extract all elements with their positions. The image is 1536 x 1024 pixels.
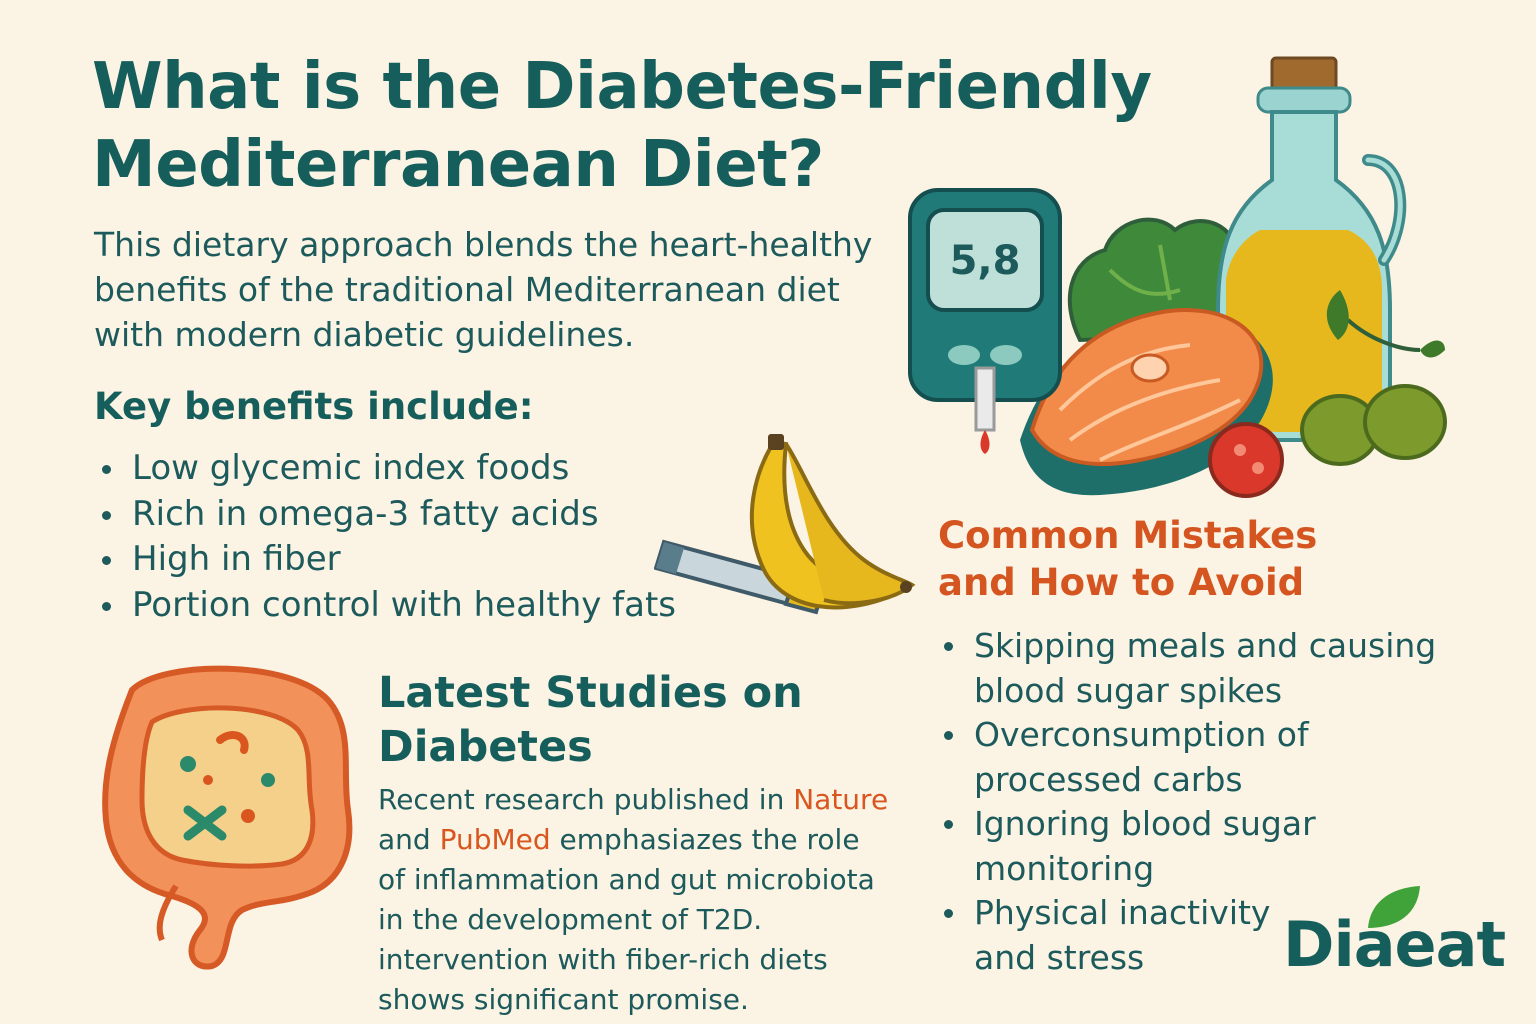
mistakes-heading: Common Mistakes and How to Avoid [938, 512, 1458, 606]
intro-line-3: with modern diabetic guidelines. [94, 315, 635, 354]
studies-paragraph: Recent research published in Nature and … [378, 780, 938, 1020]
studies-text: emphasiazes the role [550, 823, 860, 856]
studies-line-4: in the development of T2D. [378, 903, 763, 936]
olives-icon [1300, 290, 1447, 466]
intro-line-1: This dietary approach blends the heart-h… [94, 225, 873, 264]
source-nature: Nature [793, 783, 889, 816]
list-item: Portion control with healthy fats [96, 583, 676, 629]
list-item: Physical inactivity and stress [938, 891, 1478, 980]
mistakes-list: Skipping meals and causing blood sugar sp… [938, 624, 1478, 980]
studies-text: and [378, 823, 440, 856]
mistake-line: Ignoring blood sugar [974, 804, 1316, 843]
mistake-line: blood sugar spikes [974, 670, 1283, 710]
studies-line-2: and PubMed emphasiazes the role [378, 820, 938, 860]
food-illustration: 5,8 [908, 56, 1447, 498]
intro-line-2: benefits of the traditional Mediterranea… [94, 270, 840, 309]
mistake-line: Overconsumption of [974, 715, 1309, 754]
studies-line-3: of inflammation and gut microbiota [378, 863, 875, 896]
title-line-1: What is the Diabetes-Friendly [92, 50, 1152, 124]
studies-text: Recent research published in [378, 783, 794, 816]
mistake-line: processed carbs [974, 759, 1243, 799]
banana-icon [749, 434, 916, 610]
list-item: Low glycemic index foods [96, 446, 676, 492]
studies-heading-line-1: Latest Studies on [378, 668, 803, 718]
benefits-heading: Key benefits include: [94, 385, 534, 428]
mistake-line: Physical inactivity [974, 893, 1271, 932]
list-item: Skipping meals and causing blood sugar sp… [938, 624, 1478, 713]
mistakes-heading-line-1: Common Mistakes [938, 514, 1318, 557]
list-item: Rich in omega-3 fatty acids [96, 492, 676, 538]
mistake-line: and stress [974, 937, 1145, 977]
mistake-line: Skipping meals and causing [974, 626, 1437, 665]
page-title: What is the Diabetes-Friendly Mediterran… [92, 48, 1152, 204]
studies-line-5: intervention with fiber-rich diets [378, 943, 828, 976]
banana-and-pen-illustration [654, 434, 916, 615]
title-line-2: Mediterranean Diet? [92, 128, 824, 202]
list-item: Ignoring blood sugar monitoring [938, 802, 1478, 891]
tomato-icon [1208, 422, 1284, 498]
studies-heading-line-2: Diabetes [378, 722, 593, 772]
glucometer-reading: 5,8 [950, 238, 1021, 284]
list-item: Overconsumption of processed carbs [938, 713, 1478, 802]
leaf-icon [1368, 886, 1420, 928]
studies-line-6: shows significant promise. [378, 983, 749, 1016]
mistakes-heading-line-2: and How to Avoid [938, 561, 1305, 604]
mistake-line: monitoring [974, 848, 1155, 888]
list-item: High in fiber [96, 537, 676, 583]
source-pubmed: PubMed [439, 823, 551, 856]
benefits-list: Low glycemic index foods Rich in omega-3… [96, 446, 676, 628]
glucometer-icon: 5,8 [908, 188, 1062, 454]
gut-icon [102, 665, 353, 970]
studies-heading: Latest Studies on Diabetes [378, 666, 898, 774]
studies-line-1: Recent research published in Nature [378, 780, 938, 820]
intro-paragraph: This dietary approach blends the heart-h… [94, 222, 914, 357]
